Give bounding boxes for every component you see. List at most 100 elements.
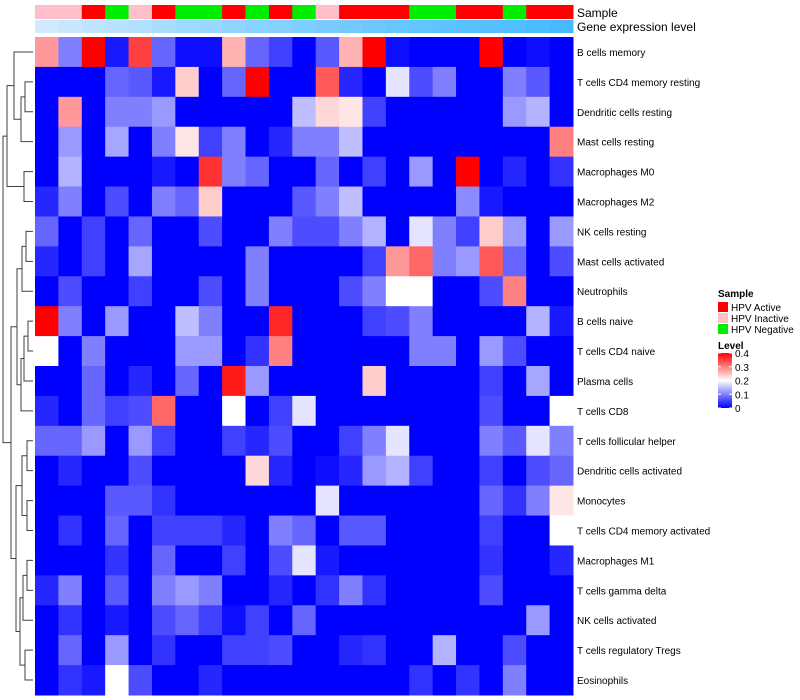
gene-expression-annotation-cell (456, 20, 480, 33)
heatmap-cell (128, 276, 153, 307)
heatmap-cell (81, 216, 106, 247)
sample-legend-label: HPV Active (731, 303, 781, 314)
heatmap-cell (245, 635, 270, 666)
heatmap-cell (315, 665, 340, 696)
heatmap-cell (385, 665, 410, 696)
level-legend-tick-label: 0.3 (735, 363, 749, 374)
heatmap-cell (502, 665, 527, 696)
heatmap-cell (549, 575, 574, 606)
heatmap-cell (479, 96, 504, 128)
heatmap-cell (526, 246, 551, 277)
heatmap-cell (502, 37, 527, 68)
row-label: T cells CD4 memory activated (577, 527, 710, 538)
heatmap-cell (292, 635, 317, 666)
heatmap-cell (268, 276, 293, 307)
heatmap-cell (268, 485, 293, 517)
heatmap-cell (58, 186, 83, 217)
level-legend-tick-label: 0 (735, 404, 741, 415)
heatmap-cell (35, 66, 59, 98)
sample-legend-swatch (718, 302, 728, 312)
heatmap-cell (362, 37, 387, 68)
heatmap-cell (502, 66, 527, 98)
heatmap-cell (456, 455, 480, 487)
heatmap-cell (198, 635, 223, 666)
heatmap-cell (526, 216, 551, 247)
row-label: T cells follicular helper (577, 437, 676, 448)
heatmap-cell (339, 336, 363, 367)
heatmap-cell (81, 485, 106, 517)
heatmap-cell (151, 306, 176, 337)
heatmap-cell (502, 306, 527, 337)
heatmap-cell (385, 515, 410, 546)
heatmap-cell (245, 515, 270, 546)
gene-expression-annotation-cell (292, 20, 317, 33)
heatmap-cell (479, 515, 504, 546)
heatmap-cell (456, 545, 480, 576)
heatmap-cell (315, 605, 340, 636)
heatmap-cell (385, 366, 410, 397)
heatmap-cell (362, 605, 387, 636)
heatmap-cell (268, 37, 293, 68)
heatmap-cell (292, 395, 317, 427)
heatmap-cell (81, 545, 106, 576)
dendrogram-branch (26, 559, 33, 591)
heatmap-cell (526, 126, 551, 158)
heatmap-cell (479, 605, 504, 636)
heatmap-cell (151, 37, 176, 68)
heatmap-cell (456, 336, 480, 367)
heatmap-cell (526, 635, 551, 666)
heatmap-cell (81, 395, 106, 427)
heatmap-cell (432, 306, 457, 337)
heatmap-cell (222, 515, 247, 546)
sample-annotation-cell (245, 5, 270, 19)
heatmap-cell (456, 66, 480, 98)
heatmap-cell (385, 96, 410, 128)
heatmap-cell (128, 216, 153, 247)
row-label: Macrophages M1 (577, 556, 655, 567)
heatmap-cell (479, 425, 504, 457)
heatmap-cell (198, 96, 223, 128)
heatmap-cell (432, 635, 457, 666)
heatmap-cell (502, 455, 527, 487)
heatmap-cell (245, 66, 270, 98)
heatmap-cell (385, 66, 410, 98)
heatmap-cell (151, 186, 176, 217)
heatmap-cell (175, 246, 200, 277)
heatmap-cell (479, 366, 504, 397)
heatmap-cell (35, 485, 59, 517)
heatmap-cell (222, 156, 247, 188)
heatmap-cell (549, 425, 574, 457)
heatmap-cell (526, 96, 551, 128)
heatmap-cell (58, 156, 83, 188)
heatmap-cell (151, 485, 176, 517)
heatmap-cell (432, 276, 457, 307)
heatmap-cell (35, 216, 59, 247)
dendrogram-branch (24, 81, 33, 113)
heatmap-cell (128, 306, 153, 337)
row-labels: B cells memory T cells CD4 memory resting… (577, 48, 710, 687)
heatmap-cell (222, 485, 247, 517)
heatmap-cell (315, 126, 340, 158)
heatmap-cell (362, 395, 387, 427)
heatmap-cell (292, 37, 317, 68)
heatmap-cell (549, 485, 574, 517)
heatmap-cell (292, 485, 317, 517)
heatmap-cell (385, 276, 410, 307)
heatmap-cell (58, 366, 83, 397)
heatmap-cell (409, 336, 434, 367)
heatmap-cell (526, 605, 551, 636)
dendrogram-branch (2, 135, 11, 444)
heatmap-cell (128, 156, 153, 188)
heatmap-cell (35, 366, 59, 397)
heatmap-cell (268, 455, 293, 487)
row-label: B cells memory (577, 48, 645, 59)
heatmap-cell (35, 545, 59, 576)
gene-expression-annotation-cell (409, 20, 434, 33)
heatmap-cell (81, 96, 106, 128)
heatmap-cell (105, 246, 130, 277)
heatmap-cell (456, 515, 480, 546)
level-colorbar (718, 353, 732, 408)
heatmap-cell (175, 186, 200, 217)
heatmap-cell (128, 366, 153, 397)
gene-expression-annotation-cell (432, 20, 457, 33)
